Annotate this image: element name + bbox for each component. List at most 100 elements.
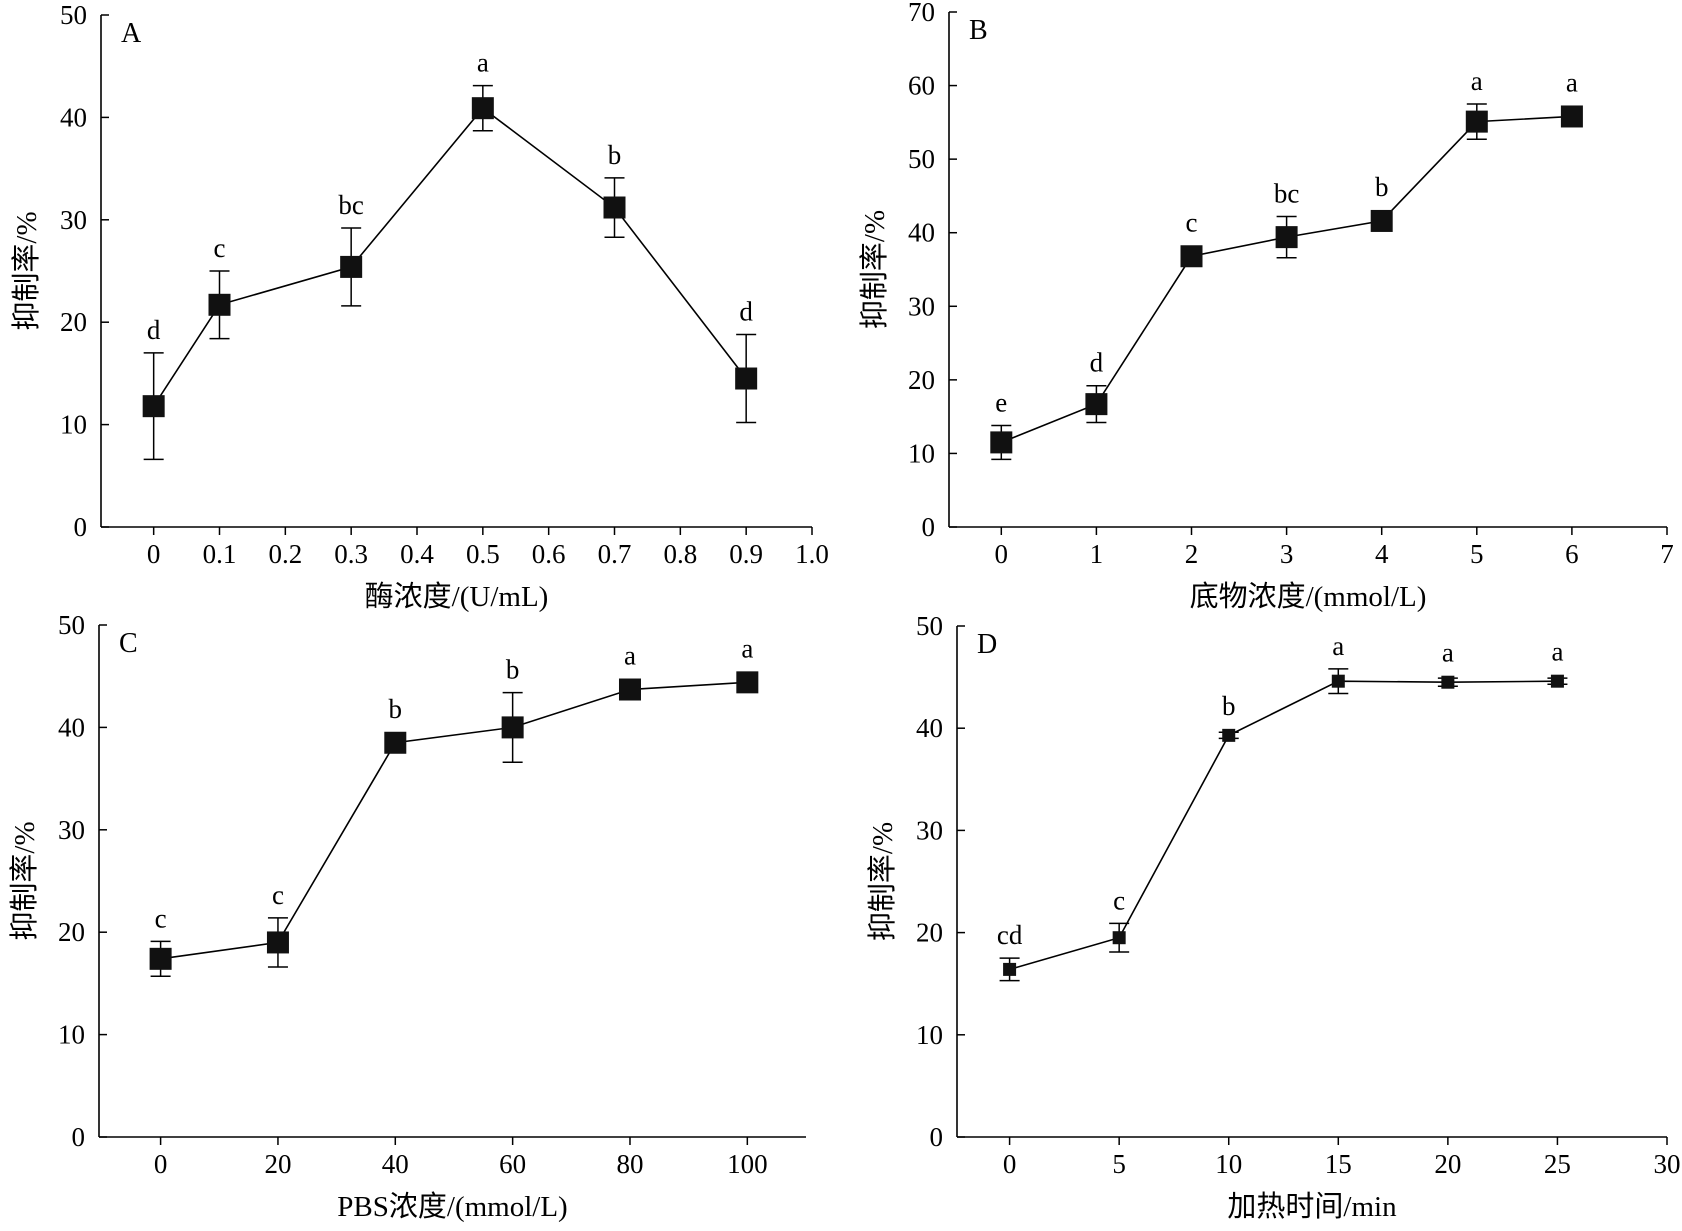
significance-label: c: [214, 233, 226, 263]
significance-label: d: [147, 315, 161, 345]
significance-label: d: [739, 296, 753, 326]
x-tick-label: 0.6: [532, 539, 566, 569]
y-axis-title: 抑制率/%: [10, 211, 43, 330]
series-line: [152, 107, 747, 407]
x-tick-label: 5: [1112, 1149, 1126, 1179]
data-point: [142, 395, 165, 418]
x-tick-label: 20: [1434, 1149, 1461, 1179]
y-tick-label: 10: [58, 1020, 85, 1050]
y-tick-label: 10: [60, 410, 87, 440]
series-line: [1009, 680, 1558, 971]
data-point: [1112, 931, 1126, 945]
data-point: [990, 431, 1013, 454]
x-tick-label: 0.1: [203, 539, 237, 569]
significance-label: e: [995, 387, 1007, 417]
x-tick-label: 100: [727, 1149, 768, 1179]
y-tick-label: 30: [908, 291, 935, 321]
data-point: [149, 947, 172, 970]
data-point: [1085, 393, 1108, 416]
x-tick-label: 3: [1280, 539, 1294, 569]
significance-label: a: [1442, 638, 1454, 668]
x-tick-label: 0.7: [598, 539, 632, 569]
significance-label: a: [1471, 66, 1483, 96]
y-tick-label: 50: [60, 0, 87, 30]
data-point: [735, 367, 758, 390]
significance-label: bc: [1274, 179, 1300, 209]
panel-b: 0 10 20 30 40 50 60 70 0 1 2 3 4 5 6 7 B 底物浓度/(mmol/L) 抑制率…: [858, 0, 1674, 613]
significance-label: b: [1222, 691, 1236, 721]
x-tick-label: 4: [1375, 539, 1389, 569]
x-axis-title: 酶浓度/(U/mL): [365, 580, 549, 613]
panel-d: 0 10 20 30 40 50 0 5 10 15 20 25 30 D 加热时间/min 抑制率/% cd c…: [866, 611, 1681, 1223]
x-tick-label: 0: [147, 539, 161, 569]
x-tick-label: 25: [1544, 1149, 1571, 1179]
series-line: [160, 681, 748, 960]
significance-label: c: [1186, 207, 1198, 237]
significance-label: a: [741, 633, 753, 663]
significance-label: a: [624, 641, 636, 671]
x-tick-label: 0: [995, 539, 1009, 569]
significance-label: a: [1332, 631, 1344, 661]
y-tick-label: 40: [60, 102, 87, 132]
significance-label: c: [155, 903, 167, 933]
data-point: [1275, 226, 1298, 249]
y-tick-label: 30: [58, 815, 85, 845]
x-tick-label: 80: [616, 1149, 643, 1179]
x-tick-label: 0.9: [729, 539, 763, 569]
y-tick-label: 30: [916, 815, 943, 845]
data-point: [736, 671, 759, 694]
significance-label: b: [1375, 172, 1389, 202]
y-tick-label: 30: [60, 205, 87, 235]
x-tick-label: 0.5: [466, 539, 500, 569]
y-tick-label: 60: [908, 71, 935, 101]
significance-label: b: [389, 694, 403, 724]
data-point: [1003, 962, 1017, 976]
significance-label: b: [608, 140, 622, 170]
data-point: [1180, 245, 1203, 268]
significance-label: b: [506, 655, 520, 685]
panel-letter: A: [121, 18, 142, 49]
panel-letter: C: [119, 628, 138, 659]
x-tick-label: 0: [154, 1149, 168, 1179]
significance-label: cd: [997, 920, 1023, 950]
data-point: [603, 196, 626, 219]
x-tick-label: 15: [1325, 1149, 1352, 1179]
y-tick-label: 10: [916, 1020, 943, 1050]
data-point: [1550, 674, 1564, 688]
x-tick-label: 0.2: [268, 539, 302, 569]
data-point: [266, 931, 289, 954]
x-axis-title: 加热时间/min: [1227, 1190, 1397, 1223]
y-tick-label: 40: [908, 218, 935, 248]
y-tick-label: 20: [60, 307, 87, 337]
data-point: [471, 97, 494, 120]
significance-label: c: [1113, 885, 1125, 915]
y-tick-label: 0: [922, 512, 936, 542]
x-tick-label: 30: [1654, 1149, 1681, 1179]
x-axis-title: PBS浓度/(mmol/L): [337, 1190, 567, 1223]
y-axis-title: 抑制率/%: [866, 822, 899, 941]
x-tick-label: 7: [1660, 539, 1674, 569]
x-tick-label: 6: [1565, 539, 1579, 569]
y-axis-title: 抑制率/%: [8, 821, 41, 940]
significance-label: d: [1090, 348, 1104, 378]
data-point: [618, 678, 641, 701]
data-point: [501, 716, 524, 739]
panel-c: 0 10 20 30 40 50 0 20 40 60 80 100 C PBS浓度/(mmol/L) 抑制…: [8, 610, 806, 1223]
y-tick-label: 0: [72, 1122, 86, 1152]
data-point: [1560, 105, 1583, 128]
y-tick-label: 50: [916, 611, 943, 641]
data-point: [1222, 728, 1236, 742]
x-tick-label: 20: [264, 1149, 291, 1179]
data-point: [384, 731, 407, 754]
panel-letter: D: [977, 629, 997, 660]
panel-a: 0 10 20 30 40 50 0 0.1 0.2 0.3 0.4 0.5 0.6 0.7 0.8 0.9 1…: [10, 0, 829, 613]
y-tick-label: 0: [930, 1122, 944, 1152]
significance-label: a: [1566, 67, 1578, 97]
y-tick-label: 20: [916, 918, 943, 948]
significance-label: bc: [338, 190, 364, 220]
y-tick-label: 20: [908, 365, 935, 395]
data-point: [1465, 110, 1488, 133]
panel-letter: B: [969, 15, 988, 46]
y-axis-title: 抑制率/%: [858, 210, 891, 329]
